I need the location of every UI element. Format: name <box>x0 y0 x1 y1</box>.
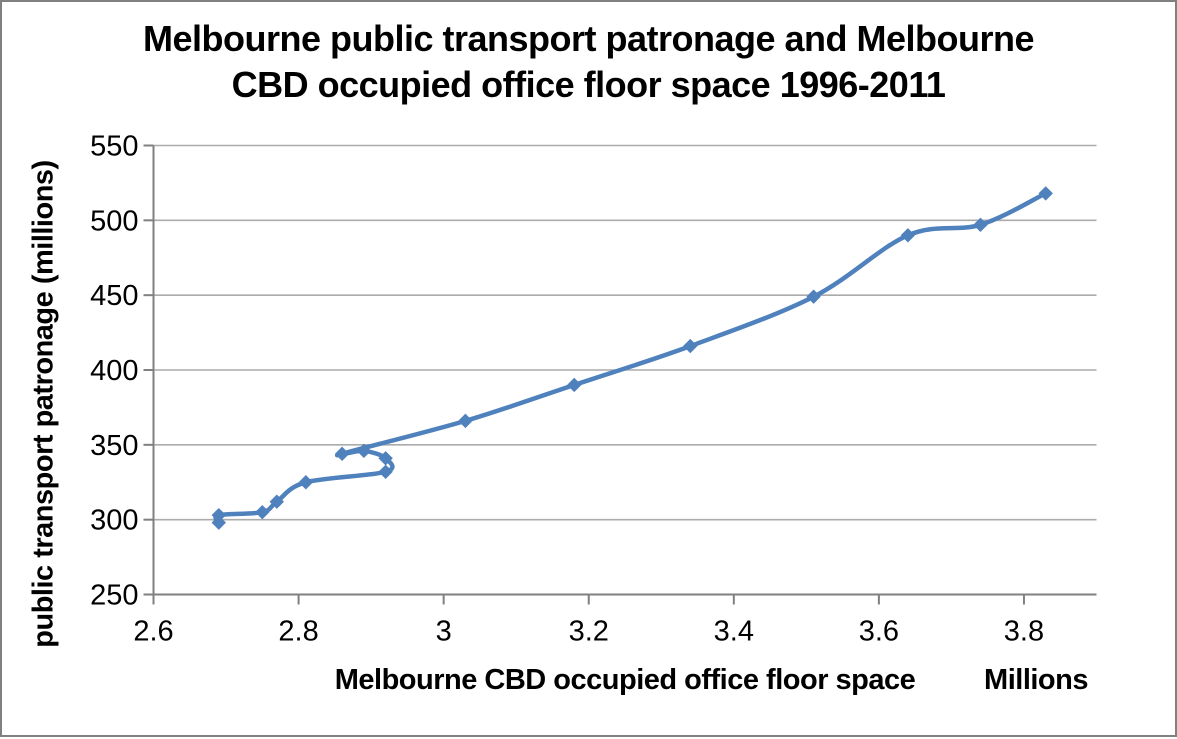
x-tick-label: 3.4 <box>714 616 754 648</box>
data-point-marker <box>211 507 226 523</box>
data-point-marker <box>973 217 988 233</box>
y-tick-label: 550 <box>90 131 138 163</box>
data-point-marker <box>378 464 393 479</box>
data-point-marker <box>298 475 314 490</box>
y-tick-label: 450 <box>90 280 138 312</box>
data-point-marker <box>255 504 270 520</box>
data-point-marker <box>900 228 916 243</box>
data-point-marker <box>269 494 285 509</box>
y-tick-label: 350 <box>90 430 138 462</box>
data-point-marker <box>356 443 372 459</box>
data-point-marker <box>211 515 226 530</box>
x-axis-title: Melbourne CBD occupied office floor spac… <box>334 664 916 696</box>
y-tick-label: 300 <box>90 505 138 537</box>
x-tick-label: 2.8 <box>278 616 318 648</box>
data-point-marker <box>334 446 350 462</box>
data-series-line <box>213 191 1048 525</box>
x-axis-units-label: Millions <box>984 664 1088 696</box>
y-tick-label: 250 <box>90 580 138 612</box>
x-tick-label: 3.8 <box>1004 616 1044 648</box>
data-point-marker <box>683 338 698 354</box>
y-tick-label: 500 <box>90 205 138 237</box>
chart-title-line-2: CBD occupied office floor space 1996-201… <box>231 64 946 105</box>
chart-title: Melbourne public transport patronage and… <box>2 16 1175 108</box>
data-point-marker <box>458 413 473 429</box>
y-tick-label: 400 <box>90 355 138 387</box>
data-point-marker <box>1038 186 1053 201</box>
chart-title-line-1: Melbourne public transport patronage and… <box>142 18 1035 59</box>
x-tick-label: 3.6 <box>859 616 899 648</box>
x-tick-label: 3.2 <box>569 616 609 648</box>
data-point-marker <box>378 451 393 466</box>
x-tick-label: 3 <box>436 616 452 648</box>
data-point-marker <box>806 289 821 304</box>
data-point-marker <box>567 377 582 393</box>
x-tick-label: 2.6 <box>133 616 173 648</box>
